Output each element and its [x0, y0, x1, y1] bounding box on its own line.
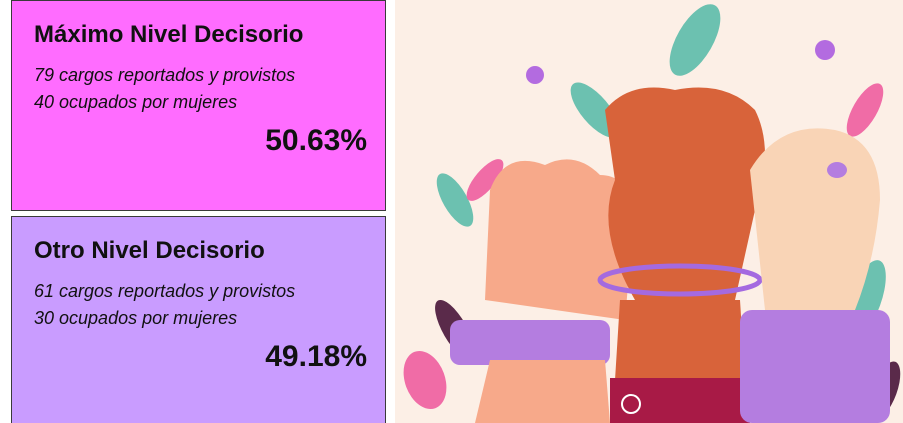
card-title: Otro Nivel Decisorio	[34, 237, 265, 264]
illustration	[395, 0, 903, 423]
card: Máximo Nivel Decisorio 79 cargos reporta…	[11, 0, 386, 211]
card-line: 61 cargos reportados y provistos	[34, 281, 296, 301]
card-percent: 50.63%	[265, 124, 367, 157]
card: Otro Nivel Decisorio 61 cargos reportado…	[11, 216, 386, 423]
card-line: 30 ocupados por mujeres	[34, 308, 238, 328]
card-line: 79 cargos reportados y provistos	[34, 65, 296, 85]
card-line: 40 ocupados por mujeres	[34, 92, 238, 112]
card-title: Máximo Nivel Decisorio	[34, 21, 304, 48]
card-percent: 49.18%	[265, 340, 367, 373]
